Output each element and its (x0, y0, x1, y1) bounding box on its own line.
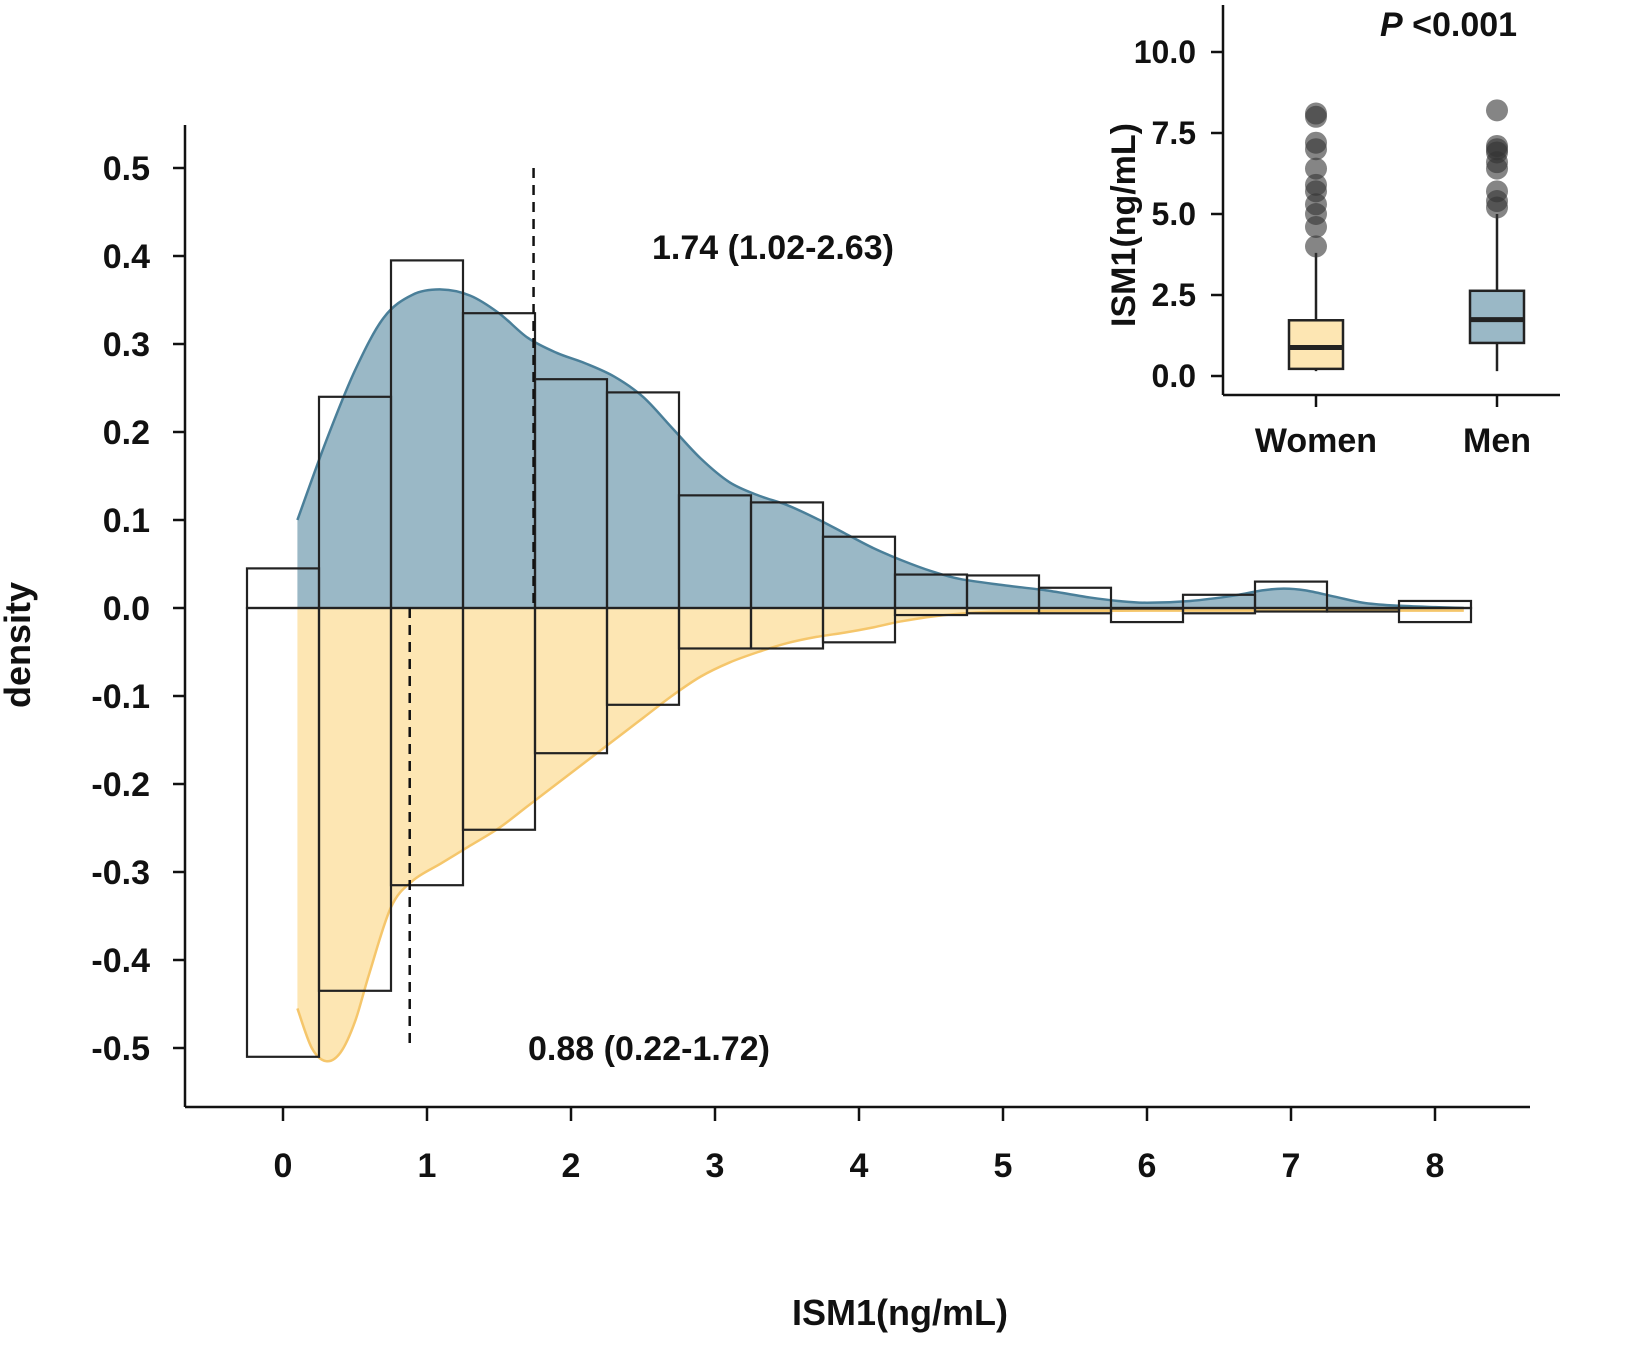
outlier-men (1486, 99, 1508, 122)
density-area-women (297, 608, 1464, 1062)
x-tick-label: 7 (1282, 1147, 1301, 1185)
inset-y-tick-label: 2.5 (1152, 277, 1196, 313)
inset-y-tick-label: 5.0 (1152, 196, 1196, 232)
outlier-women (1305, 131, 1327, 154)
inset-y-tick-label: 7.5 (1152, 115, 1196, 151)
y-tick-label: 0.4 (103, 238, 150, 276)
box-women (1287, 319, 1345, 371)
y-tick-label: -0.1 (91, 678, 150, 716)
y-tick-label: -0.5 (91, 1030, 150, 1068)
women-median-annotation: 0.88 (0.22-1.72) (528, 1030, 770, 1068)
x-axis-title: ISM1(ng/mL) (792, 1292, 1008, 1333)
x-tick-label: 0 (274, 1147, 293, 1185)
x-tick-label: 2 (562, 1147, 581, 1185)
inset-y-tick-label: 0.0 (1152, 358, 1196, 394)
inset-x-ticks: Women Men (1255, 395, 1531, 460)
inset-y-tick-label: 10.0 (1134, 34, 1196, 70)
y-tick-label: 0.0 (103, 590, 150, 628)
density-curve-men (296, 288, 1464, 610)
histogram-bars (245, 259, 1473, 1058)
x-tick-label: 6 (1138, 1147, 1157, 1185)
y-tick-label: -0.4 (91, 942, 150, 980)
density-fills (296, 288, 1464, 1063)
x-tick-label: 5 (994, 1147, 1013, 1185)
inset-boxes (1287, 99, 1526, 372)
outlier-men (1486, 180, 1508, 203)
y-tick-label: 0.1 (103, 502, 150, 540)
men-median-annotation: 1.74 (1.02-2.63) (652, 229, 894, 267)
y-tick-label: -0.3 (91, 854, 150, 892)
outlier-women (1305, 235, 1327, 258)
y-tick-label: 0.3 (103, 326, 150, 364)
y-tick-label: 0.5 (103, 150, 150, 188)
p-letter: P (1380, 6, 1403, 44)
main-density-chart: 0.5 0.4 0.3 0.2 0.1 0.0 -0.1 -0.2 -0.3 -0.4 -0.5 0… (0, 125, 1530, 1333)
outlier-women (1305, 102, 1327, 125)
y-axis-title: density (0, 582, 38, 708)
outlier-men (1486, 134, 1508, 157)
inset-p-value: P <0.001 (1380, 6, 1517, 44)
x-tick-label: 8 (1426, 1147, 1445, 1185)
x-tick-label: 3 (706, 1147, 725, 1185)
y-ticks: 0.5 0.4 0.3 0.2 0.1 0.0 -0.1 -0.2 -0.3 -0.4 -0.5 (91, 150, 185, 1068)
median-lines (408, 168, 535, 1050)
x-tick-label: 1 (418, 1147, 437, 1185)
inset-x-label-men: Men (1463, 422, 1531, 460)
p-value-text: <0.001 (1403, 6, 1517, 44)
inset-x-label-women: Women (1255, 422, 1377, 460)
outlier-women (1305, 173, 1327, 196)
y-tick-label: -0.2 (91, 766, 150, 804)
box-men (1468, 289, 1526, 345)
main-axes (183, 125, 1530, 1109)
inset-y-ticks: 0.0 2.5 5.0 7.5 10.0 (1134, 34, 1223, 394)
x-ticks: 0 1 2 3 4 5 6 7 8 (274, 1107, 1445, 1185)
x-tick-label: 4 (850, 1147, 869, 1185)
y-tick-label: 0.2 (103, 414, 150, 452)
density-area-men (297, 289, 1464, 608)
inset-y-axis-title: ISM1(ng/mL) (1105, 123, 1143, 327)
inset-axes (1221, 5, 1560, 397)
inset-boxplot: 0.0 2.5 5.0 7.5 10.0 Women Men ISM1(ng/mL) P … (1105, 5, 1560, 460)
outlier-women (1305, 157, 1327, 180)
